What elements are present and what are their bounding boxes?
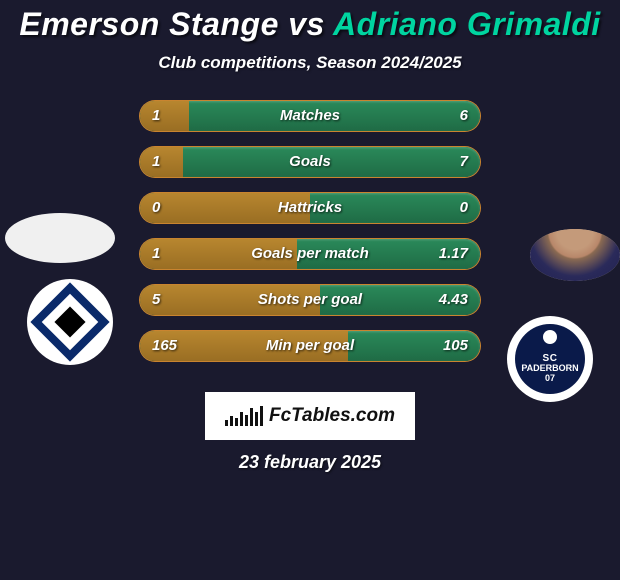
- stat-label: Hattricks: [140, 193, 480, 223]
- date-label: 23 february 2025: [0, 452, 620, 473]
- stat-label: Min per goal: [140, 331, 480, 361]
- watermark: FcTables.com: [205, 392, 415, 440]
- stat-label: Matches: [140, 101, 480, 131]
- hsv-diamond-inner: [54, 306, 85, 337]
- stats-column: 1Matches6 1Goals7 0Hattricks0 1Goals per ma…: [140, 101, 480, 377]
- stat-label: Shots per goal: [140, 285, 480, 315]
- club2-line3: 07: [545, 374, 555, 384]
- player1-name: Emerson Stange: [19, 6, 279, 42]
- stat-row: 1Goals7: [140, 147, 480, 177]
- bar-icon: [260, 406, 263, 426]
- bar-icon: [255, 412, 258, 426]
- stat-label: Goals: [140, 147, 480, 177]
- bar-icon: [225, 420, 228, 426]
- club2-line1: SC: [543, 353, 558, 364]
- player1-club-badge: [27, 279, 113, 365]
- main-area: SC PADERBORN 07 1Matches6 1Goals7 0Hattric…: [0, 101, 620, 401]
- comparison-card: Emerson Stange vs Adriano Grimaldi Club …: [0, 0, 620, 580]
- stat-value-right: 7: [460, 147, 468, 177]
- stat-row: 165Min per goal105: [140, 331, 480, 361]
- vs-label: vs: [288, 6, 325, 42]
- stat-row: 1Goals per match1.17: [140, 239, 480, 269]
- bar-icon: [240, 412, 243, 426]
- player2-avatar: [530, 229, 620, 281]
- watermark-text: FcTables.com: [269, 405, 395, 427]
- stat-row: 0Hattricks0: [140, 193, 480, 223]
- stat-row: 5Shots per goal4.43: [140, 285, 480, 315]
- stat-label: Goals per match: [140, 239, 480, 269]
- bar-icon: [235, 418, 238, 426]
- stat-value-right: 4.43: [439, 285, 468, 315]
- stat-value-right: 1.17: [439, 239, 468, 269]
- player2-name: Adriano Grimaldi: [333, 6, 601, 42]
- stat-value-right: 105: [443, 331, 468, 361]
- player2-club-badge: SC PADERBORN 07: [507, 316, 593, 402]
- bar-icon: [245, 415, 248, 426]
- stat-value-right: 0: [460, 193, 468, 223]
- stat-row: 1Matches6: [140, 101, 480, 131]
- player1-avatar: [5, 213, 115, 263]
- player2-face: [530, 229, 620, 281]
- bar-icon: [230, 416, 233, 426]
- bar-icon: [250, 408, 253, 426]
- hsv-diamond-outer: [30, 282, 109, 361]
- stat-value-right: 6: [460, 101, 468, 131]
- title-row: Emerson Stange vs Adriano Grimaldi: [0, 0, 620, 43]
- watermark-bars-icon: [225, 406, 263, 426]
- sc-paderborn-circle: SC PADERBORN 07: [515, 324, 585, 394]
- hsv-diamond-mid: [42, 294, 99, 351]
- subtitle: Club competitions, Season 2024/2025: [0, 53, 620, 73]
